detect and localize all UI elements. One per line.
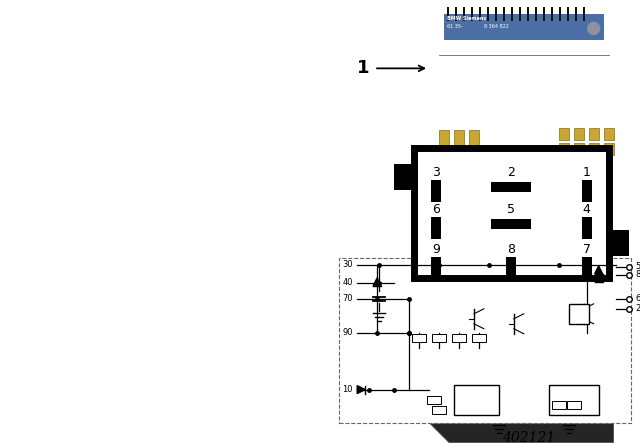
- Bar: [582, 180, 591, 202]
- Bar: [559, 8, 561, 22]
- Bar: [543, 8, 545, 22]
- Polygon shape: [595, 266, 603, 274]
- Polygon shape: [429, 313, 614, 443]
- Text: 2: 2: [507, 166, 515, 179]
- Bar: [559, 143, 569, 155]
- Text: 7: 7: [582, 243, 591, 256]
- Bar: [573, 128, 584, 140]
- Bar: [566, 8, 569, 22]
- Text: 8 364 822: 8 364 822: [484, 25, 509, 30]
- Bar: [589, 143, 598, 155]
- Bar: [432, 405, 446, 414]
- Bar: [609, 230, 628, 256]
- Bar: [431, 217, 441, 239]
- Text: 3: 3: [432, 166, 440, 179]
- Text: 40: 40: [342, 278, 353, 287]
- Bar: [463, 8, 465, 22]
- Bar: [552, 401, 566, 409]
- Bar: [573, 143, 584, 155]
- Bar: [427, 396, 441, 404]
- Text: 8: 8: [507, 243, 515, 256]
- Text: 5: 5: [636, 263, 640, 271]
- Text: 6: 6: [432, 203, 440, 216]
- Bar: [604, 128, 614, 140]
- Text: 2: 2: [636, 304, 640, 313]
- Bar: [431, 257, 441, 279]
- Text: 4: 4: [582, 203, 591, 216]
- Bar: [491, 182, 531, 192]
- Bar: [444, 14, 604, 40]
- Bar: [491, 219, 531, 229]
- Text: 1: 1: [582, 166, 591, 179]
- Bar: [506, 257, 516, 279]
- Bar: [455, 8, 457, 22]
- Text: 6: 6: [636, 294, 640, 303]
- Bar: [447, 8, 449, 22]
- Bar: [394, 164, 414, 190]
- Text: 5: 5: [507, 203, 515, 216]
- Circle shape: [588, 22, 600, 34]
- Bar: [452, 334, 466, 342]
- Bar: [519, 8, 521, 22]
- Bar: [527, 8, 529, 22]
- Text: 30: 30: [342, 260, 353, 269]
- Bar: [495, 8, 497, 22]
- Bar: [511, 8, 513, 22]
- Bar: [454, 385, 499, 414]
- Bar: [454, 130, 464, 145]
- Bar: [431, 180, 441, 202]
- Bar: [535, 8, 537, 22]
- Bar: [414, 148, 609, 278]
- Bar: [412, 334, 426, 342]
- Bar: [471, 8, 473, 22]
- Bar: [339, 258, 630, 422]
- Bar: [582, 217, 591, 239]
- Bar: [566, 401, 580, 409]
- Bar: [439, 130, 449, 145]
- Text: 10: 10: [342, 385, 353, 394]
- Bar: [559, 128, 569, 140]
- Text: 8: 8: [636, 271, 640, 280]
- Bar: [551, 8, 553, 22]
- Text: 9: 9: [432, 243, 440, 256]
- Text: 70: 70: [342, 294, 353, 303]
- Bar: [575, 8, 577, 22]
- Bar: [604, 143, 614, 155]
- Polygon shape: [595, 274, 603, 282]
- Bar: [582, 257, 591, 279]
- Bar: [487, 8, 489, 22]
- Text: 61 35-: 61 35-: [447, 25, 463, 30]
- Bar: [582, 8, 585, 22]
- Bar: [472, 334, 486, 342]
- Polygon shape: [582, 266, 591, 274]
- Text: BMW Siemens: BMW Siemens: [447, 17, 486, 22]
- Text: 402121: 402121: [502, 431, 556, 444]
- Bar: [548, 385, 598, 414]
- Bar: [589, 128, 598, 140]
- Bar: [469, 130, 479, 145]
- Polygon shape: [357, 386, 365, 394]
- Bar: [432, 334, 446, 342]
- Text: 90: 90: [342, 328, 353, 337]
- Bar: [503, 8, 505, 22]
- Bar: [479, 8, 481, 22]
- Bar: [569, 304, 589, 324]
- Polygon shape: [373, 278, 381, 286]
- Text: 1: 1: [356, 59, 369, 78]
